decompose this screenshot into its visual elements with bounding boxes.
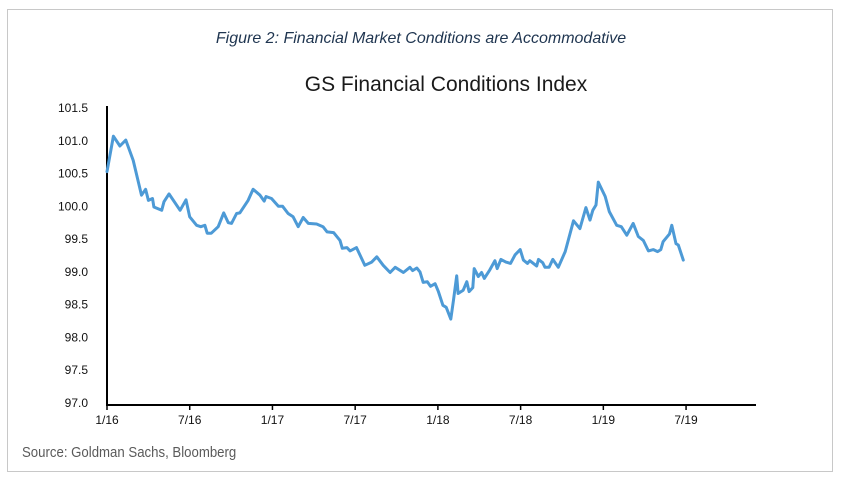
x-tick-label: 7/19 xyxy=(674,413,698,427)
x-tick-label: 7/18 xyxy=(509,413,533,427)
y-tick-label: 100.0 xyxy=(58,199,88,213)
figure-caption: Figure 2: Financial Market Conditions ar… xyxy=(215,30,627,47)
y-tick-label: 97.0 xyxy=(65,396,89,410)
x-tick-label: 1/17 xyxy=(261,413,285,427)
x-tick-label: 7/16 xyxy=(178,413,202,427)
x-tick-label: 1/16 xyxy=(95,413,119,427)
y-tick-label: 99.0 xyxy=(65,265,89,279)
y-tick-label: 99.5 xyxy=(65,232,89,246)
x-tick-label: 1/19 xyxy=(592,413,616,427)
figure-frame xyxy=(7,9,833,472)
series-line xyxy=(105,134,685,321)
y-tick-label: 100.5 xyxy=(58,167,88,181)
y-tick-label: 98.5 xyxy=(65,298,89,312)
chart-title: GS Financial Conditions Index xyxy=(304,73,588,96)
y-tick-label: 97.5 xyxy=(65,363,89,377)
y-tick-label: 98.0 xyxy=(65,330,89,344)
x-tick-label: 7/17 xyxy=(343,413,367,427)
x-tick-label: 1/18 xyxy=(426,413,450,427)
y-tick-label: 101.5 xyxy=(58,101,88,115)
source-note: Source: Goldman Sachs, Bloomberg xyxy=(22,444,237,461)
y-tick-label: 101.0 xyxy=(58,134,88,148)
